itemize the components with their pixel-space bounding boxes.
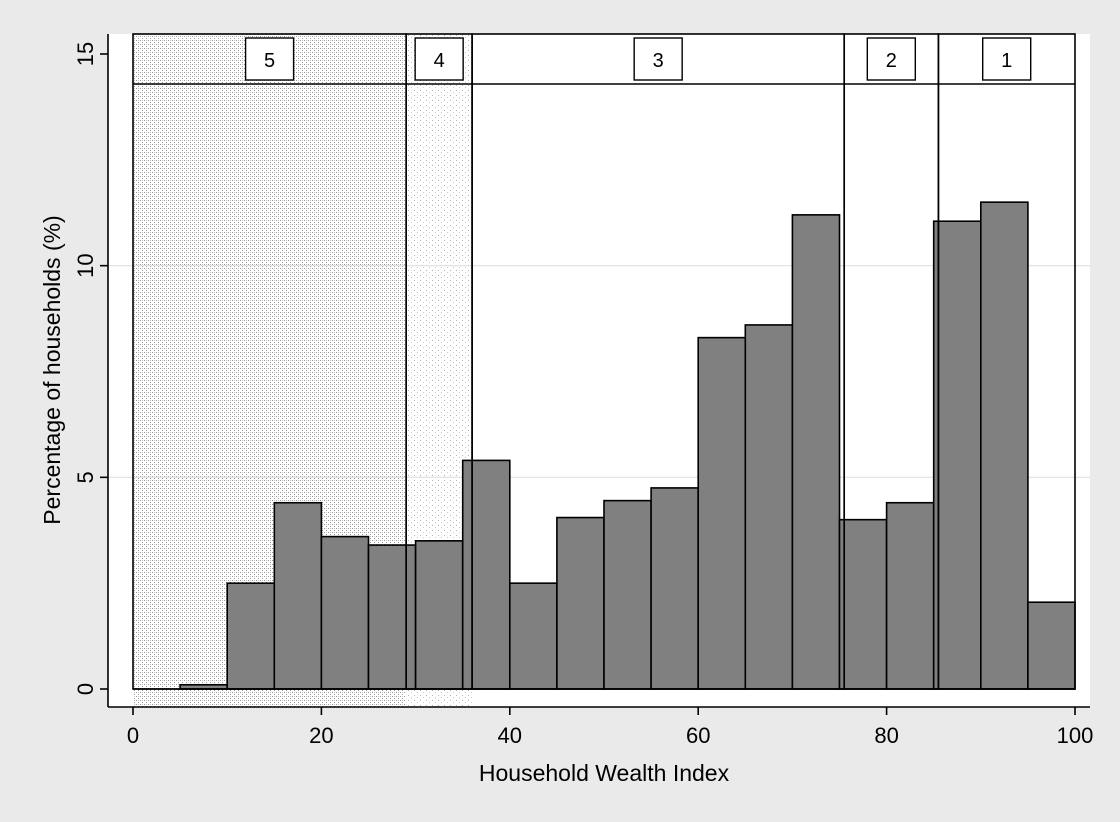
group-label-5: 5 <box>264 50 275 72</box>
group-label-box-5 <box>244 37 295 81</box>
bar-6 <box>461 459 511 690</box>
x-tick-label-0: 0 <box>127 723 139 748</box>
x-tick-label-60: 60 <box>686 723 710 748</box>
bar-3 <box>320 535 370 690</box>
bar-2 <box>273 501 323 690</box>
y-tick-label-5: 5 <box>73 471 98 483</box>
bar-11 <box>697 336 747 690</box>
bar-12 <box>744 324 794 690</box>
x-tick-label-80: 80 <box>874 723 898 748</box>
bar-5 <box>414 540 464 690</box>
bar-9 <box>603 499 652 690</box>
bar-1 <box>226 582 276 690</box>
bar-8 <box>556 516 605 690</box>
y-tick-label-0: 0 <box>73 683 98 695</box>
group-label-box-2 <box>866 37 917 81</box>
bar-13 <box>791 214 841 690</box>
group-label-box-3 <box>633 37 683 81</box>
y-tick-label-10: 10 <box>73 253 98 277</box>
bar-17 <box>979 201 1029 690</box>
bar-7 <box>508 582 558 690</box>
bar-18 <box>1027 601 1076 690</box>
bar-14 <box>838 518 888 690</box>
bar-15 <box>885 501 935 690</box>
group-label-4: 4 <box>434 50 445 72</box>
x-tick-label-40: 40 <box>498 723 522 748</box>
x-tick-label-20: 20 <box>309 723 333 748</box>
x-tick-label-100: 100 <box>1057 723 1094 748</box>
group-label-3: 3 <box>653 50 664 72</box>
group-label-box-4 <box>414 37 464 81</box>
bar-10 <box>650 487 699 690</box>
group-label-2: 2 <box>886 50 897 72</box>
group-label-1: 1 <box>1001 50 1012 72</box>
bar-16 <box>932 220 982 690</box>
x-axis-label: Household Wealth Index <box>479 760 730 786</box>
y-tick-label-15: 15 <box>73 42 98 66</box>
group-label-box-1 <box>982 37 1032 81</box>
y-axis-label: Percentage of households (%) <box>39 215 65 524</box>
bar-4 <box>367 544 417 690</box>
